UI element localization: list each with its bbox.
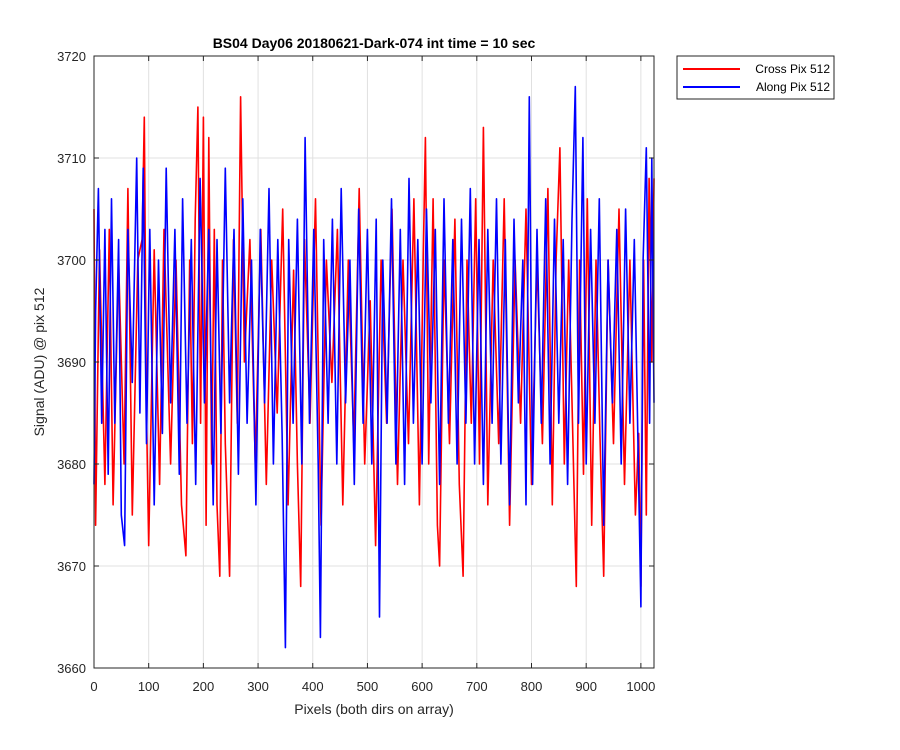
- y-tick-label: 3700: [57, 253, 86, 268]
- x-tick-label: 700: [466, 679, 488, 694]
- x-tick-label: 1000: [626, 679, 655, 694]
- x-tick-label: 0: [90, 679, 97, 694]
- x-tick-label: 900: [575, 679, 597, 694]
- x-tick-label: 800: [521, 679, 543, 694]
- axis-ticks: 0 100 200 300 400 500 600 700 800 900 1000 3660 3670…: [57, 49, 655, 694]
- x-tick-label: 300: [247, 679, 269, 694]
- series-layer: [93, 85, 655, 649]
- x-tick-label: 500: [357, 679, 379, 694]
- y-tick-label: 3710: [57, 151, 86, 166]
- series-line-along-pix: [93, 85, 655, 649]
- legend-box: [676, 55, 835, 100]
- y-axis-label: Signal (ADU) @ pix 512: [31, 287, 47, 436]
- legend: Cross Pix 512 Along Pix 512: [676, 55, 835, 100]
- y-tick-label: 3720: [57, 49, 86, 64]
- legend-entry-label: Cross Pix 512: [755, 62, 830, 76]
- y-tick-label: 3670: [57, 559, 86, 574]
- x-tick-label: 100: [138, 679, 160, 694]
- y-tick-label: 3680: [57, 457, 86, 472]
- x-tick-label: 600: [411, 679, 433, 694]
- y-tick-label: 3660: [57, 661, 86, 676]
- x-axis-label: Pixels (both dirs on array): [294, 701, 454, 717]
- chart-title: BS04 Day06 20180621-Dark-074 int time = …: [213, 35, 536, 51]
- legend-entry-label: Along Pix 512: [756, 80, 830, 94]
- y-tick-label: 3690: [57, 355, 86, 370]
- x-tick-label: 200: [193, 679, 215, 694]
- x-tick-label: 400: [302, 679, 324, 694]
